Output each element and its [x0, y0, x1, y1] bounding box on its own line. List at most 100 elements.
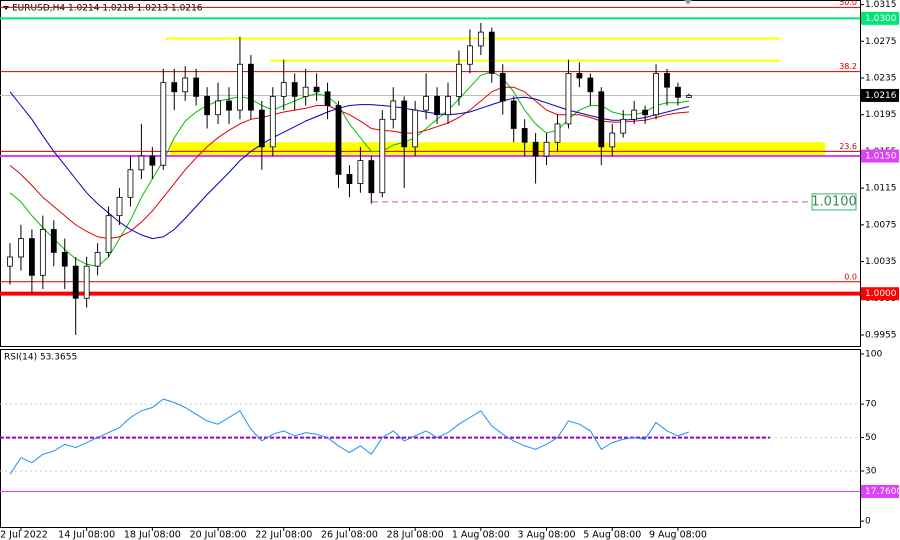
candle-body: [664, 73, 670, 88]
candle-body: [269, 95, 276, 148]
y-tick-label: 1.0315: [865, 0, 897, 10]
candle-body: [445, 95, 451, 116]
x-tick-label: 18 Jul 08:00: [124, 530, 181, 540]
candle-body: [598, 91, 605, 148]
price-box-label: 1.0150: [865, 152, 897, 162]
candle-body: [477, 31, 484, 47]
candle-body: [61, 251, 68, 267]
candle-body: [565, 73, 572, 125]
candle-body: [160, 82, 167, 166]
candle-body: [335, 105, 342, 175]
candle-body: [258, 109, 265, 148]
moving-average: [9, 86, 689, 240]
x-tick-label: 14 Jul 08:00: [58, 530, 115, 540]
x-tick-label: 1 Aug 08:00: [452, 530, 510, 540]
fib-label: 50.0: [839, 0, 857, 7]
candle-body: [50, 229, 57, 253]
candle-body: [193, 77, 200, 97]
rsi-header: RSI(14) 53.3655: [4, 353, 77, 363]
candle-body: [182, 77, 189, 93]
fib-label: 38.2: [839, 62, 857, 71]
candle-body: [631, 109, 638, 120]
candle-body: [653, 73, 659, 116]
candle-body: [39, 229, 46, 276]
candle-body: [554, 123, 561, 143]
candle-body: [466, 45, 473, 65]
candle-body: [149, 155, 156, 166]
price-box-label: 1.0300: [865, 14, 897, 24]
candle-body: [686, 95, 692, 98]
price-box-label: 17.7600: [865, 487, 900, 497]
candle-body: [390, 100, 397, 120]
y-tick-label: 1.0195: [865, 110, 897, 120]
candle-body: [434, 95, 440, 116]
candle-body: [313, 86, 320, 93]
candle-body: [346, 173, 353, 184]
candle-body: [291, 82, 298, 97]
support-zone: [170, 142, 825, 156]
candle-body: [401, 100, 408, 148]
candle-body: [499, 73, 506, 102]
price-box: [861, 149, 899, 163]
fib-label: 0.0: [844, 272, 857, 281]
candle-body: [488, 31, 495, 74]
candle-body: [215, 100, 221, 116]
x-tick-label: 20 Jul 08:00: [190, 530, 247, 540]
price-box: [861, 88, 899, 102]
candle-body: [302, 86, 309, 97]
rsi-line: [9, 398, 690, 475]
x-tick-label: 3 Aug 08:00: [518, 530, 576, 540]
shift-marker: [684, 0, 692, 5]
x-tick-label: 12 Jul 2022: [0, 530, 48, 540]
candle-body: [72, 265, 79, 299]
candle-body: [675, 86, 681, 98]
candle-body: [368, 160, 375, 194]
candle-body: [171, 82, 178, 93]
rsi-y-tick-label: 0: [865, 517, 871, 527]
rsi-y-tick-label: 70: [865, 400, 877, 410]
y-tick-label: 1.0115: [865, 184, 897, 194]
y-tick-label: 1.0275: [865, 37, 897, 47]
candle-body: [226, 100, 232, 111]
price-box: [861, 287, 899, 301]
y-tick-label: 1.0075: [865, 220, 897, 230]
candle-body: [204, 95, 211, 116]
candle-body: [28, 238, 35, 276]
x-tick-label: 5 Aug 08:00: [583, 530, 641, 540]
candle-body: [576, 73, 583, 79]
price-box: [861, 11, 899, 25]
candle-body: [105, 215, 112, 253]
moving-average: [9, 71, 689, 267]
price-box-label: 1.0000: [865, 289, 897, 299]
x-tick-label: 9 Aug 08:00: [649, 530, 707, 540]
candle-body: [642, 109, 648, 116]
candle-body: [324, 91, 331, 106]
candle-body: [127, 169, 134, 198]
candle-body: [7, 256, 13, 267]
candle-body: [379, 118, 386, 194]
candle-body: [412, 109, 419, 148]
candle-body: [247, 63, 254, 111]
rsi-y-tick-label: 50: [865, 433, 877, 443]
candle-body: [357, 160, 364, 184]
candle-body: [423, 95, 430, 111]
candle-body: [94, 251, 101, 267]
main-panel-frame: [0, 0, 861, 347]
x-tick-label: 22 Jul 08:00: [255, 530, 312, 540]
candle-body: [532, 141, 539, 157]
rsi-y-tick-label: 100: [865, 350, 882, 360]
fib-label: 23.6: [839, 142, 857, 151]
symbol-header: EURUSD,H4 1.0214 1.0218 1.0213 1.0216: [12, 4, 203, 14]
price-box: [861, 484, 899, 498]
candle-body: [83, 265, 90, 299]
candle-body: [510, 100, 517, 129]
y-tick-label: 0.9955: [865, 330, 897, 340]
candle-body: [18, 238, 24, 258]
candle-body: [456, 63, 462, 97]
candle-body: [138, 155, 145, 171]
candle-body: [543, 141, 550, 157]
candle-body: [609, 132, 616, 148]
candle-body: [587, 77, 594, 93]
